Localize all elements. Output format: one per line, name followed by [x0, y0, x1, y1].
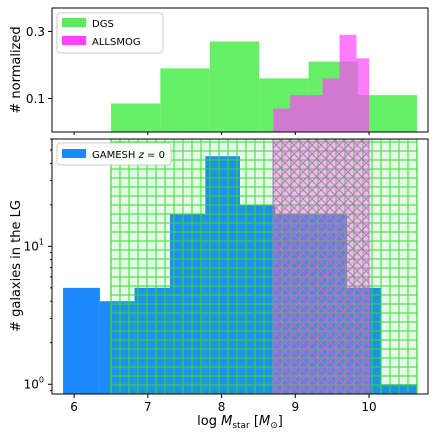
top-legend: DGS ALLSMOG [56, 12, 164, 54]
bottom-y-tick-label: 101 [24, 237, 44, 253]
bottom-x-tick-label: 10 [361, 400, 376, 414]
allsmog-hatch-line [296, 139, 370, 212]
allsmog-top-bar [339, 34, 357, 132]
top-plot-frame [51, 7, 429, 133]
allsmog-hatch-line [273, 267, 370, 365]
allsmog-hatch-line [273, 339, 328, 394]
allsmog-hatch-line [273, 141, 370, 239]
allsmog-hatch-line [273, 139, 337, 203]
bottom-x-tick-label: 8 [218, 400, 226, 414]
allsmog-hatch-line [278, 139, 370, 230]
allsmog-hatch-lines [273, 139, 436, 394]
allsmog-region-outline [272, 139, 370, 394]
bottom-y-ticks: 100 101 [24, 138, 52, 391]
allsmog-hatch-line [287, 139, 370, 221]
top-y-ticks: 0.1 0.3 [26, 25, 52, 106]
allsmog-hatch-line [273, 303, 364, 394]
allsmog-hatch-line [273, 330, 337, 394]
allsmog-hatch-line [273, 159, 370, 257]
allsmog-hatch-line [273, 159, 370, 257]
allsmog-hatch-region [272, 139, 436, 394]
allsmog-hatch-line [323, 348, 370, 394]
bottom-x-tick-label: 9 [291, 400, 299, 414]
allsmog-hatch-line [273, 204, 370, 302]
allsmog-hatch-line [273, 348, 319, 394]
dgs-hatch-region [110, 139, 418, 394]
allsmog-hatch-line [323, 139, 370, 185]
allsmog-hatch-line [432, 139, 436, 394]
top-panel: 0.1 0.3 # normalized DGS ALLSMOG [9, 7, 429, 135]
allsmog-hatch-line [273, 267, 370, 365]
bottom-plot-frame [51, 138, 429, 395]
allsmog-hatch-line [273, 139, 364, 230]
bottom-panel: 100 101 6 7 8 9 10 # galaxies in the LG log M… [9, 138, 436, 431]
allsmog-hatch-line [432, 139, 436, 394]
allsmog-top-bar [356, 58, 370, 132]
bottom-y-tick-label: 100 [24, 375, 44, 391]
allsmog-hatch-line [273, 294, 370, 392]
allsmog-hatch-line [273, 139, 346, 212]
allsmog-hatch-line [273, 195, 370, 293]
allsmog-hatch-line [273, 294, 370, 392]
legend-swatch-dgs [62, 18, 86, 27]
allsmog-hatch-line [273, 258, 370, 356]
allsmog-hatch-line [273, 141, 370, 239]
allsmog-top-bar [290, 95, 323, 132]
allsmog-hatch-line [273, 321, 346, 394]
allsmog-hatch-line [273, 139, 319, 185]
allsmog-hatch-line [273, 150, 370, 248]
allsmog-hatch-line [273, 139, 355, 221]
dgs-top-bar [209, 41, 260, 132]
legend-swatch-gamesh [62, 149, 86, 158]
allsmog-hatch-line [273, 168, 370, 266]
allsmog-hatch-line [278, 303, 370, 394]
allsmog-hatch-line [314, 339, 370, 394]
legend-label-allsmog: ALLSMOG [92, 37, 141, 48]
top-y-tick-label: 0.1 [26, 92, 45, 106]
allsmog-hatch-line [273, 249, 370, 347]
top-y-axis-label: # normalized [9, 26, 24, 113]
top-y-tick-label: 0.3 [26, 25, 45, 39]
allsmog-hatch-line [273, 285, 370, 383]
allsmog-hatch-line [273, 231, 370, 329]
allsmog-hatch-line [273, 213, 370, 311]
bottom-x-ticks: 6 7 8 9 10 [70, 394, 377, 414]
bottom-legend-box [56, 142, 172, 166]
allsmog-hatch-line [273, 222, 370, 320]
allsmog-hatch-line [273, 177, 370, 275]
allsmog-hatch-line [273, 312, 355, 394]
allsmog-hatch-line [273, 285, 370, 383]
bottom-y-axis-label: # galaxies in the LG [9, 200, 24, 332]
allsmog-hatch-line [273, 276, 370, 374]
bottom-x-tick-label: 6 [70, 400, 78, 414]
allsmog-hatch-line [273, 240, 370, 338]
allsmog-hatch-line [296, 321, 370, 394]
allsmog-hatch-line [287, 312, 370, 394]
dgs-top-bar [160, 68, 210, 132]
bottom-bars [63, 139, 436, 394]
bottom-legend: GAMESH z = 0 [56, 142, 172, 166]
allsmog-hatch-line [273, 150, 370, 248]
x-axis-label: log Mstar [M⊙] [197, 414, 283, 431]
allsmog-hatch-line [273, 276, 370, 374]
top-bars [110, 34, 417, 132]
dgs-top-bar [110, 103, 161, 132]
bottom-x-tick-label: 7 [144, 400, 152, 414]
legend-swatch-allsmog [62, 36, 86, 45]
gamesh-bar [63, 287, 100, 394]
top-x-ticks [73, 132, 370, 135]
allsmog-hatch-line [423, 139, 436, 394]
allsmog-hatch-line [423, 139, 436, 394]
legend-label-dgs: DGS [92, 19, 114, 30]
allsmog-hatch-line [305, 330, 370, 394]
allsmog-top-bar [322, 78, 340, 132]
legend-label-gamesh: GAMESH z = 0 [92, 150, 165, 161]
allsmog-hatch-line [273, 186, 370, 284]
allsmog-hatch-line [273, 168, 370, 266]
allsmog-hatch-line [305, 139, 370, 203]
allsmog-hatch-line [314, 139, 370, 194]
allsmog-top-bar [273, 108, 291, 132]
allsmog-hatch-line [273, 139, 328, 194]
